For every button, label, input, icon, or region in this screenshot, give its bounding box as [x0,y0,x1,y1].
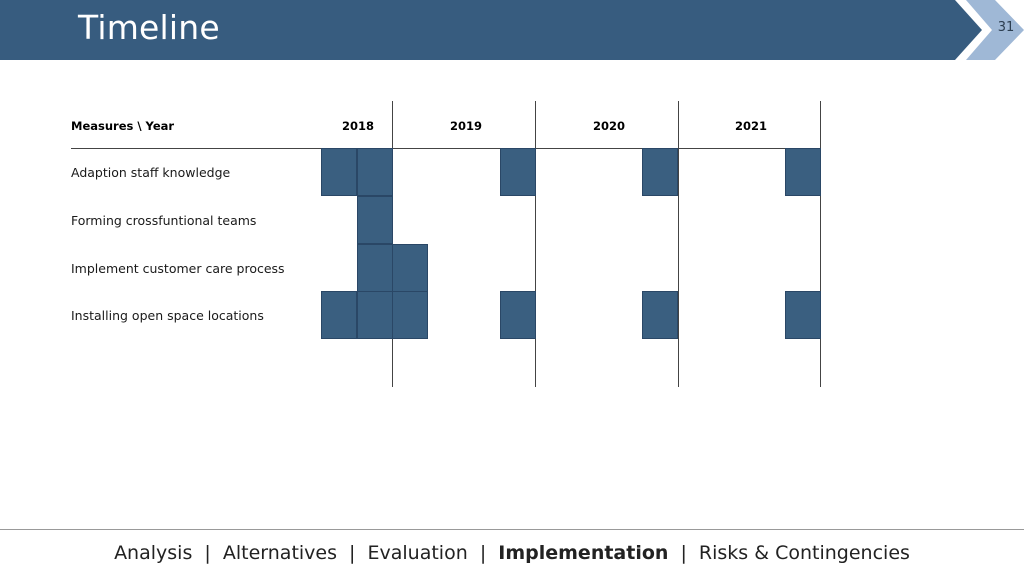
header-divider [71,148,821,149]
timeline-cell [357,196,393,244]
year-header-2021: 2021 [735,119,768,133]
row-label-adaption: Adaption staff knowledge [71,165,231,180]
year-header-2018: 2018 [342,119,375,133]
nav-separator: | [680,542,687,564]
timeline-cell [500,148,536,196]
section-nav: Analysis | Alternatives | Evaluation | I… [0,542,1024,564]
timeline-cell [321,291,357,339]
timeline-cell [357,244,393,292]
row-label-open-space: Installing open space locations [71,308,264,323]
corner-header: Measures \ Year [71,119,175,133]
row-label-customer-care: Implement customer care process [71,261,285,276]
header-bar-shape [0,0,982,60]
timeline-cell [785,148,821,196]
nav-evaluation[interactable]: Evaluation [367,542,468,564]
header-banner [0,0,1024,60]
nav-separator: | [204,542,211,564]
year-divider [820,101,821,387]
nav-implementation[interactable]: Implementation [498,542,669,564]
footer-divider [0,529,1024,530]
nav-separator: | [479,542,487,564]
timeline-cell [785,291,821,339]
year-divider [678,101,679,387]
nav-risks-contingencies[interactable]: Risks & Contingencies [698,542,910,564]
timeline-cell [392,291,428,339]
page-title: Timeline [78,8,220,47]
timeline-cell [392,244,428,292]
nav-alternatives[interactable]: Alternatives [222,542,337,564]
year-header-2019: 2019 [450,119,483,133]
timeline-cell [500,291,536,339]
nav-analysis[interactable]: Analysis [114,542,193,564]
timeline-cell [357,148,393,196]
year-header-2020: 2020 [593,119,626,133]
nav-separator: | [349,542,356,564]
year-divider [535,101,536,387]
page-number: 31 [997,20,1015,35]
timeline-cell [642,148,678,196]
page-arrow-shape [966,0,1024,60]
timeline-cell [321,148,357,196]
row-label-teams: Forming crossfuntional teams [71,213,257,228]
timeline-cell [642,291,678,339]
timeline-cell [357,291,393,339]
